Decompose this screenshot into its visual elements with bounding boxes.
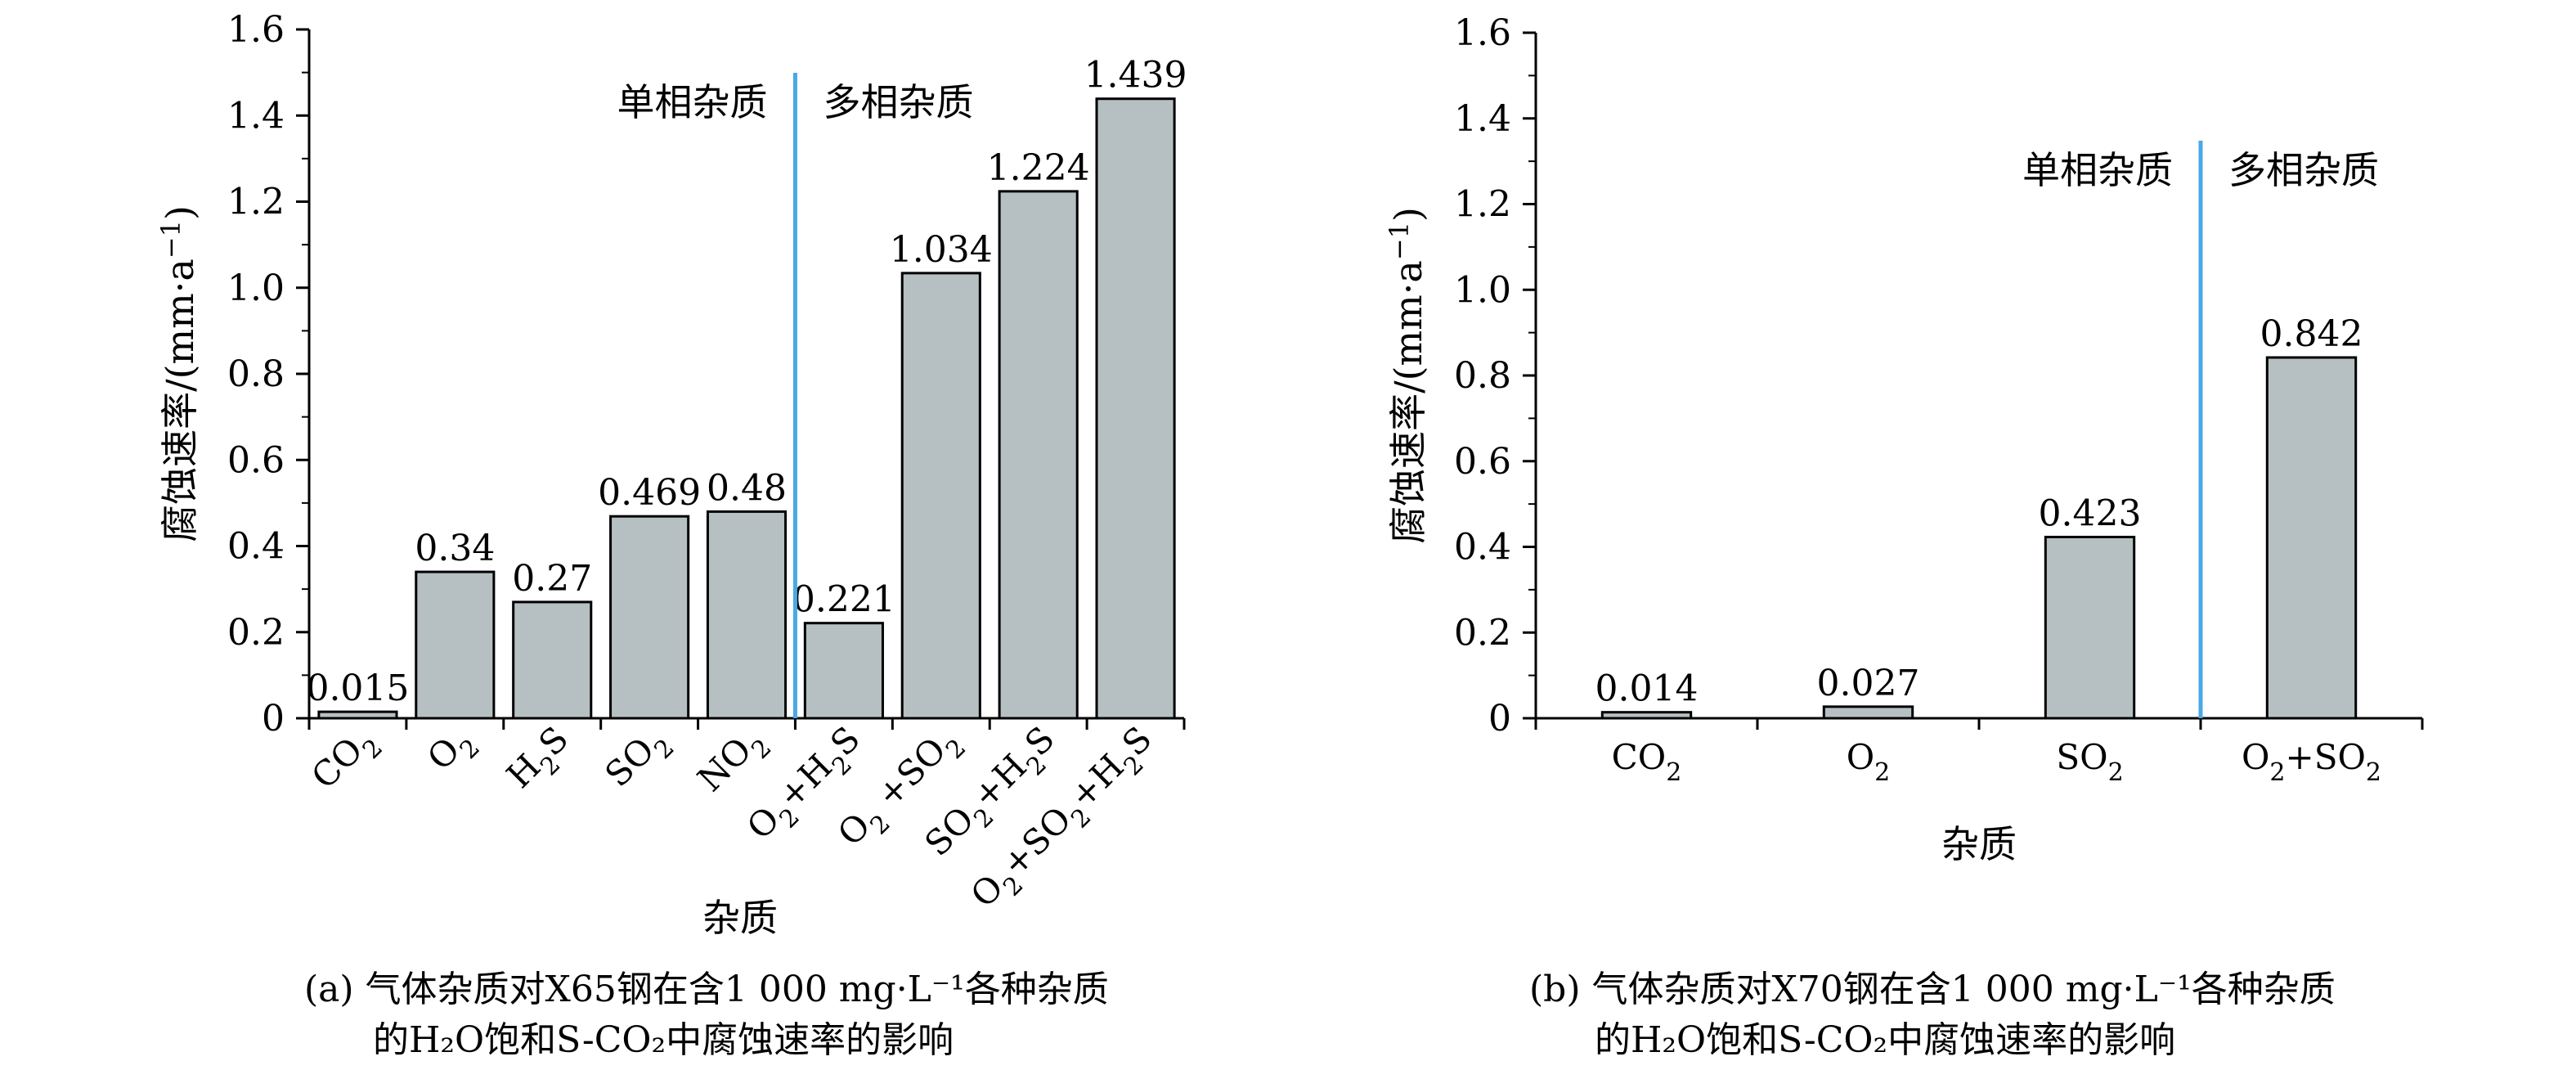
bar-value-label: 0.014 [1595, 668, 1699, 710]
bar [1600, 711, 1693, 720]
y-tick-label: 0.2 [227, 612, 285, 654]
y-tick-label: 0.2 [1454, 612, 1511, 654]
y-tick-label: 1.4 [227, 95, 285, 137]
bar-value-label: 0.34 [415, 528, 495, 569]
x-tick-label: SO2​ [597, 718, 680, 801]
bar-value-label: 1.224 [987, 147, 1090, 189]
bar [2265, 356, 2358, 720]
y-tick-label: 1.6 [1454, 12, 1511, 54]
bar [317, 710, 398, 720]
x-tick-label: NO2​ [690, 718, 778, 806]
annotation-single-phase: 单相杂质 [617, 80, 767, 124]
y-tick-label: 1.0 [227, 268, 285, 309]
x-tick-label: CO2​ [303, 718, 388, 803]
bar [415, 570, 496, 720]
y-axis-title: 腐蚀速率/(mm·a−1) [155, 205, 202, 542]
y-tick-label: 0.6 [1454, 441, 1511, 483]
annotation-single-phase: 单相杂质 [2022, 148, 2173, 192]
y-tick-label: 1.4 [1454, 98, 1511, 140]
y-axis-title: 腐蚀速率/(mm·a−1) [1384, 207, 1430, 544]
x-tick-label: CO2​ [1612, 737, 1682, 787]
x-tick-label: SO2​ [2056, 737, 2123, 787]
x-tick-label: H2​S [499, 718, 583, 803]
chart-panel-a: 0 0.2 0.4 0.6 0.8 1.0 1.2 1.4 1.6 0.015 CO2​ 0.34 O2… [155, 9, 1187, 940]
y-tick-label: 0 [262, 698, 285, 740]
bar-value-label: 0.221 [792, 579, 895, 621]
y-tick-label: 0.4 [1454, 527, 1511, 569]
y-tick-label: 1.6 [227, 9, 285, 51]
annotation-multi-phase: 多相杂质 [823, 80, 973, 124]
y-tick-label: 0.8 [227, 353, 285, 395]
bar-value-label: 1.439 [1084, 55, 1187, 97]
bar-value-label: 0.27 [512, 558, 592, 600]
bar-value-label: 0.469 [598, 472, 701, 514]
x-tick-label: O2​ [1847, 737, 1891, 787]
bar-value-label: 0.027 [1817, 663, 1920, 704]
y-tick-label: 1.2 [1454, 184, 1511, 226]
y-tick-label: 0.8 [1454, 355, 1511, 397]
bar [1095, 97, 1176, 720]
bar-value-label: 0.423 [2039, 492, 2142, 534]
x-tick-label: O2​ [420, 718, 486, 785]
bar [2044, 535, 2136, 720]
chart-panel-b: 0 0.2 0.4 0.6 0.8 1.0 1.2 1.4 1.6 0.014 CO2​ 0.027 O… [1384, 12, 2424, 866]
bar-value-label: 0.48 [707, 467, 787, 509]
bar [998, 190, 1079, 720]
bar [900, 272, 981, 720]
bar [609, 515, 690, 720]
caption-b-line2: 的H₂O饱和S-CO₂中腐蚀速率的影响 [1595, 1019, 2176, 1061]
caption-a-line2: 的H₂O饱和S-CO₂中腐蚀速率的影响 [373, 1019, 954, 1061]
caption-b-line1: (b) 气体杂质对X70钢在含1 000 mg·L⁻¹各种杂质 [1529, 969, 2336, 1010]
y-tick-label: 1.0 [1454, 269, 1511, 311]
bar [512, 600, 593, 720]
y-tick-label: 1.2 [227, 182, 285, 223]
x-axis-title: 杂质 [702, 896, 778, 940]
y-tick-label: 0.6 [227, 439, 285, 481]
bar [1822, 705, 1914, 720]
x-axis-title: 杂质 [1941, 822, 2017, 866]
x-tick-label: O2​+SO2​ [2242, 737, 2381, 787]
bar-value-label: 1.034 [890, 229, 993, 271]
bar [803, 622, 884, 720]
y-tick-label: 0 [1488, 698, 1511, 740]
annotation-multi-phase: 多相杂质 [2228, 148, 2379, 192]
bar [706, 510, 788, 720]
bar-value-label: 0.842 [2260, 313, 2363, 355]
caption-a-line1: (a) 气体杂质对X65钢在含1 000 mg·L⁻¹各种杂质 [304, 969, 1109, 1010]
y-tick-label: 0.4 [227, 526, 285, 568]
bar-value-label: 0.015 [306, 668, 409, 709]
